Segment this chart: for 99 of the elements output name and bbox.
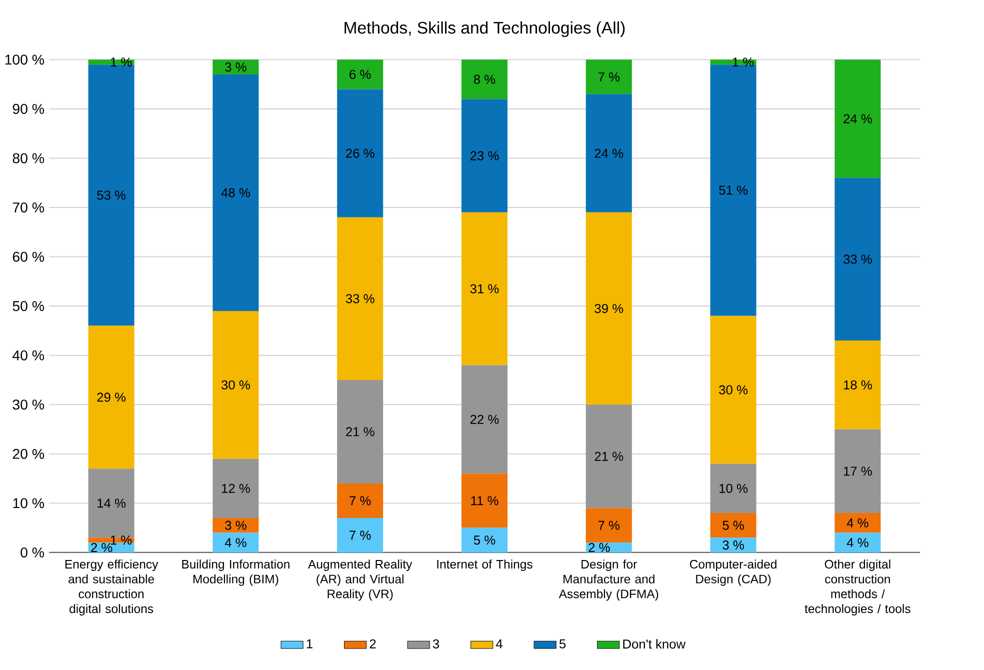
bar — [461, 474, 508, 528]
data-label: 22 % — [470, 415, 499, 424]
data-label: 7 % — [598, 72, 620, 82]
bar — [461, 60, 508, 100]
y-tick-label: 50 % — [12, 301, 44, 312]
data-label: 21 % — [594, 452, 624, 462]
legend-label: Don't know — [623, 639, 686, 649]
data-label: 5 % — [722, 521, 744, 530]
x-tick-label: Design for Manufacture and Assembly (DFMA) — [558, 560, 658, 601]
data-label: 24 % — [844, 114, 872, 124]
bar — [586, 542, 632, 553]
bar — [586, 60, 632, 94]
data-label: 8 % — [474, 75, 496, 84]
data-label: 2 % — [91, 543, 112, 552]
data-label: 3 % — [722, 540, 744, 550]
bar — [834, 60, 881, 178]
legend-label: 2 — [370, 640, 376, 649]
data-label: 4 % — [846, 538, 868, 548]
data-label: 23 % — [470, 151, 499, 161]
bar — [212, 532, 259, 553]
bar — [212, 60, 259, 75]
bar — [710, 538, 756, 553]
bar — [461, 99, 508, 213]
bar — [337, 484, 384, 518]
bar — [88, 326, 134, 469]
bar — [834, 532, 881, 553]
bar — [710, 513, 756, 538]
bar — [337, 518, 384, 553]
y-tick-label: 20 % — [12, 449, 44, 460]
bar — [710, 464, 756, 514]
y-tick-label: 90 % — [12, 104, 44, 114]
bar — [461, 365, 508, 474]
bar — [586, 212, 632, 405]
bar — [586, 508, 632, 543]
data-label: 18 % — [844, 380, 872, 390]
y-tick-label: 40 % — [12, 350, 44, 361]
data-label: 48 % — [221, 188, 250, 198]
data-label: 30 % — [719, 385, 748, 395]
data-label: 4 % — [846, 518, 868, 528]
x-tick-label: Energy efficiency and sustainable construction digital solutions — [65, 560, 158, 616]
bar — [337, 380, 384, 484]
data-label: 31 % — [470, 284, 499, 294]
bar — [337, 60, 384, 90]
data-label: 12 % — [222, 484, 250, 494]
legend-label: 5 — [559, 640, 566, 649]
bar — [337, 218, 384, 380]
chart-title: Methods, Skills and Technologies (All) — [344, 22, 625, 38]
data-label: 11 % — [471, 496, 498, 506]
data-label: 5 % — [474, 536, 496, 545]
bar — [834, 429, 881, 514]
data-label: 7 % — [350, 530, 371, 540]
data-label: 21 % — [346, 427, 374, 436]
bar — [834, 513, 881, 533]
y-tick-label: 0 % — [20, 548, 44, 558]
data-label: 3 % — [225, 62, 246, 72]
legend-label: 4 — [496, 640, 502, 649]
x-tick-label: Other digital construction methods / technologies / tools — [804, 560, 910, 616]
data-label: 10 % — [720, 484, 748, 494]
x-tick-label: Building Information Modelling (BIM) — [182, 560, 290, 586]
bar — [337, 89, 384, 218]
data-label: 7 % — [350, 496, 371, 506]
data-label: 6 % — [350, 70, 371, 80]
y-tick-label: 10 % — [13, 498, 44, 508]
bar — [834, 340, 881, 430]
bar — [212, 74, 259, 312]
data-label: 51 % — [719, 186, 748, 196]
bar — [834, 178, 881, 341]
data-label: 24 % — [594, 148, 624, 158]
y-tick-label: 70 % — [12, 202, 44, 213]
data-label: 2 % — [588, 543, 610, 552]
data-label: 4 % — [224, 538, 246, 548]
data-label: 26 % — [346, 148, 374, 158]
data-label: 17 % — [844, 466, 872, 476]
x-tick-label: Augmented Reality (AR) and Virtual Reality (VR) — [308, 560, 412, 601]
data-label: 33 % — [843, 254, 872, 264]
bar — [212, 518, 259, 533]
data-label: 33 % — [346, 294, 374, 304]
bar — [461, 212, 508, 366]
bar — [710, 316, 756, 464]
x-tick-label: Computer-aided Design (CAD) — [690, 560, 776, 586]
data-label: 30 % — [221, 380, 250, 390]
legend-label: 3 — [432, 640, 440, 649]
y-tick-label: 30 % — [12, 400, 44, 410]
data-label: 53 % — [97, 190, 126, 200]
y-tick-label: 80 % — [12, 153, 44, 164]
bar — [212, 311, 259, 460]
bar — [461, 528, 508, 553]
data-label: 39 % — [594, 304, 624, 314]
data-label: 7 % — [598, 521, 620, 530]
bar — [212, 459, 259, 518]
y-tick-label: 100 % — [5, 54, 44, 65]
data-label: 3 % — [225, 521, 246, 530]
x-tick-label: Internet of Things — [437, 560, 532, 572]
data-label: 29 % — [97, 392, 126, 402]
bar — [586, 404, 632, 508]
data-label: 14 % — [98, 498, 126, 508]
legend-label: 1 — [306, 640, 312, 649]
y-tick-label: 60 % — [12, 252, 44, 262]
bar — [586, 94, 632, 213]
